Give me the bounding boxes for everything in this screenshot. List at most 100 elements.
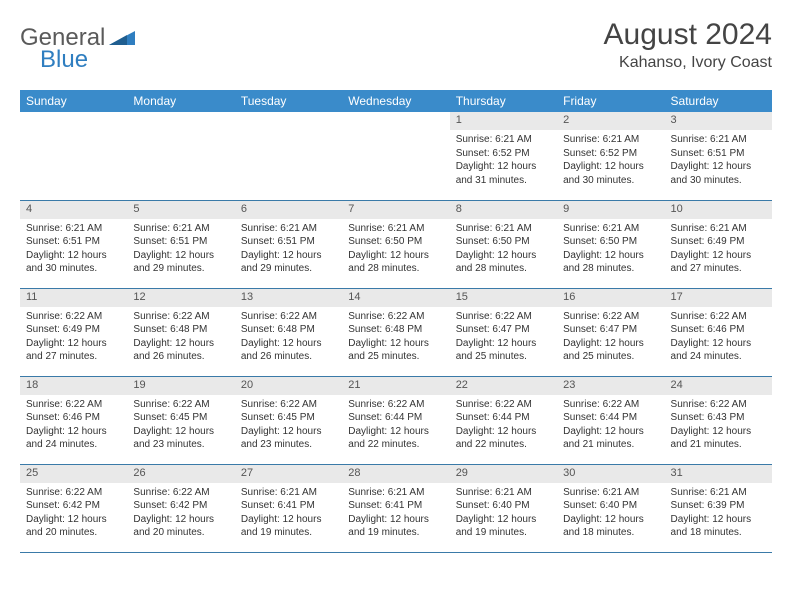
day-number: 31 xyxy=(665,465,772,483)
day-details: Sunrise: 6:22 AMSunset: 6:47 PMDaylight:… xyxy=(450,307,557,368)
calendar-cell: 7Sunrise: 6:21 AMSunset: 6:50 PMDaylight… xyxy=(342,200,449,288)
sunrise-line: Sunrise: 6:22 AM xyxy=(671,398,766,412)
sunrise-line: Sunrise: 6:21 AM xyxy=(671,486,766,500)
calendar-cell-empty xyxy=(20,112,127,200)
sunrise-line: Sunrise: 6:22 AM xyxy=(456,398,551,412)
daylight-line: Daylight: 12 hours and 22 minutes. xyxy=(348,425,443,452)
calendar-cell: 27Sunrise: 6:21 AMSunset: 6:41 PMDayligh… xyxy=(235,464,342,552)
calendar-cell: 15Sunrise: 6:22 AMSunset: 6:47 PMDayligh… xyxy=(450,288,557,376)
day-number: 3 xyxy=(665,112,772,130)
day-number: 10 xyxy=(665,201,772,219)
day-details: Sunrise: 6:22 AMSunset: 6:45 PMDaylight:… xyxy=(127,395,234,456)
calendar-cell: 5Sunrise: 6:21 AMSunset: 6:51 PMDaylight… xyxy=(127,200,234,288)
day-number: 26 xyxy=(127,465,234,483)
day-details: Sunrise: 6:22 AMSunset: 6:48 PMDaylight:… xyxy=(342,307,449,368)
day-number: 6 xyxy=(235,201,342,219)
day-number: 30 xyxy=(557,465,664,483)
calendar-cell: 22Sunrise: 6:22 AMSunset: 6:44 PMDayligh… xyxy=(450,376,557,464)
day-number: 8 xyxy=(450,201,557,219)
day-details: Sunrise: 6:22 AMSunset: 6:46 PMDaylight:… xyxy=(20,395,127,456)
daylight-line: Daylight: 12 hours and 19 minutes. xyxy=(348,513,443,540)
calendar-row: 18Sunrise: 6:22 AMSunset: 6:46 PMDayligh… xyxy=(20,376,772,464)
calendar-cell-empty xyxy=(235,112,342,200)
sunrise-line: Sunrise: 6:21 AM xyxy=(456,486,551,500)
calendar-cell: 10Sunrise: 6:21 AMSunset: 6:49 PMDayligh… xyxy=(665,200,772,288)
sunset-line: Sunset: 6:42 PM xyxy=(133,499,228,513)
calendar-cell: 20Sunrise: 6:22 AMSunset: 6:45 PMDayligh… xyxy=(235,376,342,464)
daylight-line: Daylight: 12 hours and 27 minutes. xyxy=(26,337,121,364)
calendar-cell: 2Sunrise: 6:21 AMSunset: 6:52 PMDaylight… xyxy=(557,112,664,200)
calendar-cell: 4Sunrise: 6:21 AMSunset: 6:51 PMDaylight… xyxy=(20,200,127,288)
day-number: 7 xyxy=(342,201,449,219)
daylight-line: Daylight: 12 hours and 25 minutes. xyxy=(456,337,551,364)
calendar-row: 11Sunrise: 6:22 AMSunset: 6:49 PMDayligh… xyxy=(20,288,772,376)
sunrise-line: Sunrise: 6:21 AM xyxy=(563,133,658,147)
sunset-line: Sunset: 6:44 PM xyxy=(456,411,551,425)
sunrise-line: Sunrise: 6:22 AM xyxy=(133,486,228,500)
sunrise-line: Sunrise: 6:21 AM xyxy=(671,133,766,147)
day-details: Sunrise: 6:21 AMSunset: 6:51 PMDaylight:… xyxy=(127,219,234,280)
sunrise-line: Sunrise: 6:21 AM xyxy=(348,486,443,500)
calendar-cell: 11Sunrise: 6:22 AMSunset: 6:49 PMDayligh… xyxy=(20,288,127,376)
day-number: 17 xyxy=(665,289,772,307)
weekday-header: Thursday xyxy=(450,90,557,112)
day-details: Sunrise: 6:21 AMSunset: 6:39 PMDaylight:… xyxy=(665,483,772,544)
day-number: 25 xyxy=(20,465,127,483)
sunset-line: Sunset: 6:51 PM xyxy=(671,147,766,161)
calendar-body: 1Sunrise: 6:21 AMSunset: 6:52 PMDaylight… xyxy=(20,112,772,552)
sunset-line: Sunset: 6:51 PM xyxy=(133,235,228,249)
day-details: Sunrise: 6:22 AMSunset: 6:47 PMDaylight:… xyxy=(557,307,664,368)
day-number: 5 xyxy=(127,201,234,219)
daylight-line: Daylight: 12 hours and 27 minutes. xyxy=(671,249,766,276)
sunset-line: Sunset: 6:44 PM xyxy=(348,411,443,425)
sunset-line: Sunset: 6:50 PM xyxy=(456,235,551,249)
day-details: Sunrise: 6:22 AMSunset: 6:44 PMDaylight:… xyxy=(342,395,449,456)
day-number: 22 xyxy=(450,377,557,395)
sunrise-line: Sunrise: 6:22 AM xyxy=(456,310,551,324)
day-details: Sunrise: 6:21 AMSunset: 6:40 PMDaylight:… xyxy=(450,483,557,544)
day-number: 9 xyxy=(557,201,664,219)
daylight-line: Daylight: 12 hours and 19 minutes. xyxy=(456,513,551,540)
calendar-cell: 31Sunrise: 6:21 AMSunset: 6:39 PMDayligh… xyxy=(665,464,772,552)
sunset-line: Sunset: 6:45 PM xyxy=(133,411,228,425)
calendar-cell: 26Sunrise: 6:22 AMSunset: 6:42 PMDayligh… xyxy=(127,464,234,552)
sunset-line: Sunset: 6:43 PM xyxy=(671,411,766,425)
day-details: Sunrise: 6:22 AMSunset: 6:42 PMDaylight:… xyxy=(20,483,127,544)
sunrise-line: Sunrise: 6:21 AM xyxy=(241,486,336,500)
daylight-line: Daylight: 12 hours and 25 minutes. xyxy=(563,337,658,364)
day-number: 13 xyxy=(235,289,342,307)
daylight-line: Daylight: 12 hours and 28 minutes. xyxy=(456,249,551,276)
sunrise-line: Sunrise: 6:21 AM xyxy=(456,222,551,236)
sunset-line: Sunset: 6:39 PM xyxy=(671,499,766,513)
day-details: Sunrise: 6:22 AMSunset: 6:49 PMDaylight:… xyxy=(20,307,127,368)
calendar-row: 4Sunrise: 6:21 AMSunset: 6:51 PMDaylight… xyxy=(20,200,772,288)
daylight-line: Daylight: 12 hours and 30 minutes. xyxy=(26,249,121,276)
daylight-line: Daylight: 12 hours and 24 minutes. xyxy=(671,337,766,364)
sunset-line: Sunset: 6:42 PM xyxy=(26,499,121,513)
sunrise-line: Sunrise: 6:22 AM xyxy=(563,310,658,324)
sunset-line: Sunset: 6:49 PM xyxy=(671,235,766,249)
sunrise-line: Sunrise: 6:21 AM xyxy=(241,222,336,236)
day-details: Sunrise: 6:22 AMSunset: 6:48 PMDaylight:… xyxy=(235,307,342,368)
calendar-cell: 3Sunrise: 6:21 AMSunset: 6:51 PMDaylight… xyxy=(665,112,772,200)
sunrise-line: Sunrise: 6:21 AM xyxy=(348,222,443,236)
daylight-line: Daylight: 12 hours and 31 minutes. xyxy=(456,160,551,187)
calendar-cell: 6Sunrise: 6:21 AMSunset: 6:51 PMDaylight… xyxy=(235,200,342,288)
day-details: Sunrise: 6:22 AMSunset: 6:43 PMDaylight:… xyxy=(665,395,772,456)
sunset-line: Sunset: 6:49 PM xyxy=(26,323,121,337)
daylight-line: Daylight: 12 hours and 24 minutes. xyxy=(26,425,121,452)
sunset-line: Sunset: 6:46 PM xyxy=(671,323,766,337)
day-details: Sunrise: 6:22 AMSunset: 6:48 PMDaylight:… xyxy=(127,307,234,368)
day-number: 29 xyxy=(450,465,557,483)
sunset-line: Sunset: 6:48 PM xyxy=(241,323,336,337)
sunrise-line: Sunrise: 6:21 AM xyxy=(563,222,658,236)
calendar-cell: 14Sunrise: 6:22 AMSunset: 6:48 PMDayligh… xyxy=(342,288,449,376)
sunset-line: Sunset: 6:52 PM xyxy=(563,147,658,161)
calendar-cell-empty xyxy=(127,112,234,200)
sunset-line: Sunset: 6:40 PM xyxy=(563,499,658,513)
day-number: 14 xyxy=(342,289,449,307)
day-details: Sunrise: 6:21 AMSunset: 6:41 PMDaylight:… xyxy=(235,483,342,544)
daylight-line: Daylight: 12 hours and 21 minutes. xyxy=(563,425,658,452)
day-details: Sunrise: 6:21 AMSunset: 6:50 PMDaylight:… xyxy=(342,219,449,280)
day-number: 28 xyxy=(342,465,449,483)
